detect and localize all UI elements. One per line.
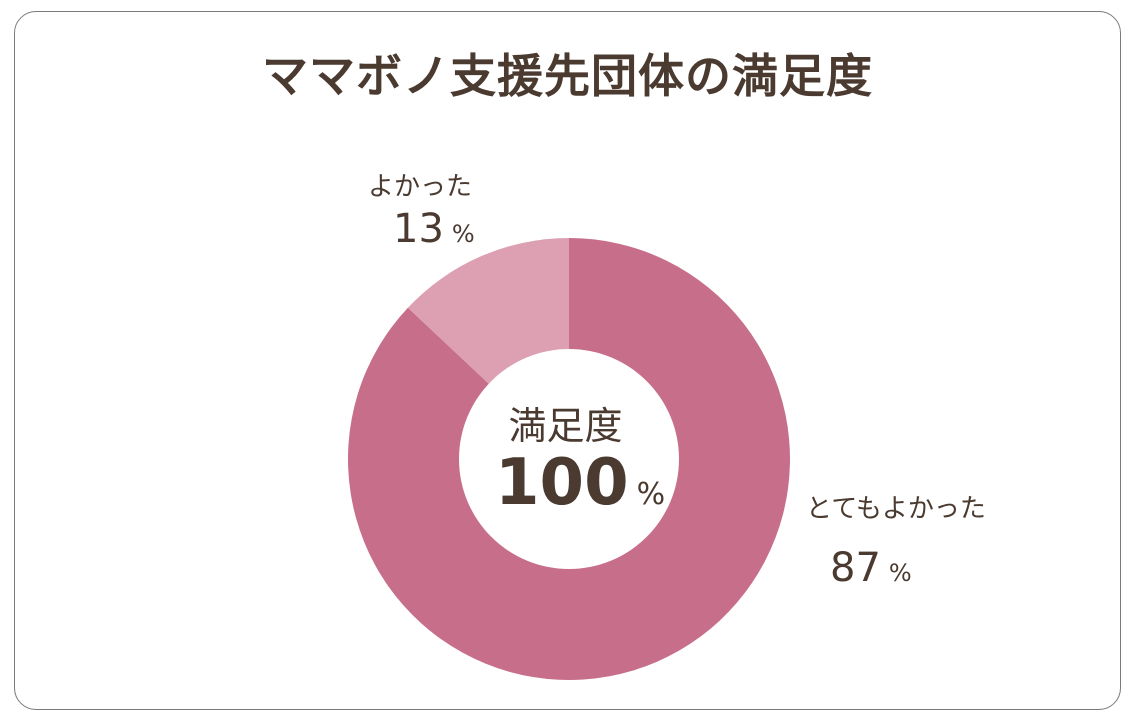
center-value: 100% xyxy=(495,446,666,520)
slice-label-value-1: 13% xyxy=(393,206,475,252)
donut-hole xyxy=(459,349,679,569)
slice-label-value-0: 87% xyxy=(830,545,912,591)
slice-label-name-0: とてもよかった xyxy=(806,494,986,524)
chart-title: ママボノ支援先団体の満足度 xyxy=(262,49,873,103)
slice-label-name-1: よかった xyxy=(368,172,473,202)
center-label: 満足度 xyxy=(508,404,623,448)
